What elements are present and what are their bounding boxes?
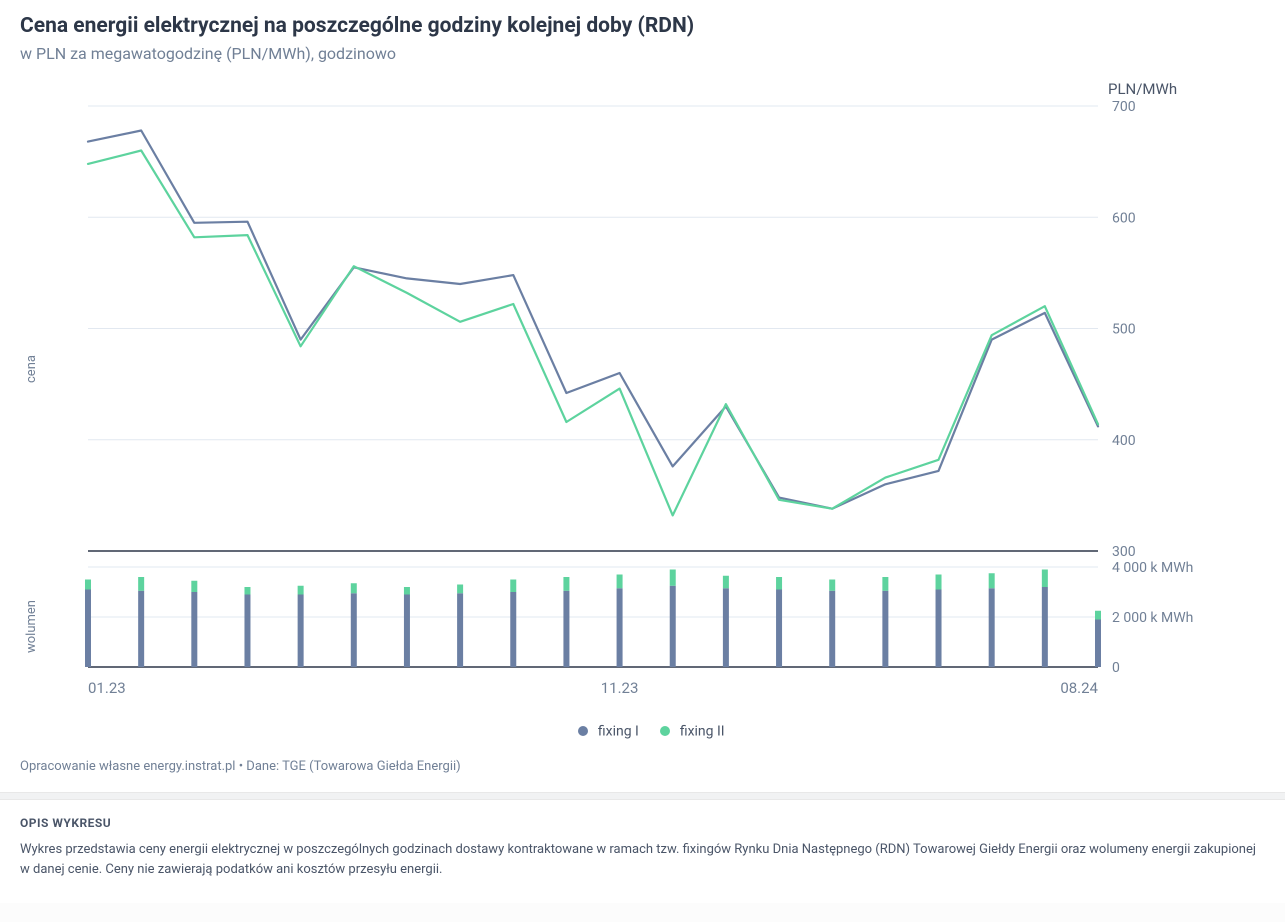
volume-bar-fixing2 xyxy=(936,575,942,590)
price-tick-label: 300 xyxy=(1112,544,1136,560)
volume-bar-fixing2 xyxy=(298,586,304,595)
chart-container: cena wolumen PLN/MWh 300 400 500 600 700 0 2 00… xyxy=(20,73,1265,705)
volume-bar-fixing2 xyxy=(1095,611,1101,620)
volume-bar-fixing2 xyxy=(617,575,623,589)
y-axis-label-price: cena xyxy=(24,355,39,383)
volume-bar-fixing1 xyxy=(829,591,835,667)
x-tick-label: 08.24 xyxy=(1060,679,1098,697)
volume-bar-fixing1 xyxy=(936,590,942,668)
description-block: OPIS WYKRESU Wykres przedstawia ceny ene… xyxy=(20,800,1265,903)
legend-dot-fixing2 xyxy=(660,726,670,736)
volume-bar-fixing2 xyxy=(457,585,463,594)
volume-bar-fixing2 xyxy=(563,577,569,591)
chart-legend: fixing I fixing II xyxy=(20,705,1265,753)
volume-bar-fixing1 xyxy=(244,595,250,668)
volume-bar-fixing2 xyxy=(85,580,91,590)
volume-bar-fixing2 xyxy=(510,580,516,593)
volume-bar-fixing1 xyxy=(1095,620,1101,668)
y-axis-label-volume: wolumen xyxy=(24,600,39,653)
chart-subtitle: w PLN za megawatogodzinę (PLN/MWh), godz… xyxy=(20,44,1265,63)
volume-bar-fixing2 xyxy=(1042,570,1048,588)
volume-bar-fixing1 xyxy=(670,586,676,667)
volume-bar-fixing1 xyxy=(404,595,410,668)
volume-bar-fixing2 xyxy=(882,577,888,591)
volume-bar-fixing1 xyxy=(563,591,569,667)
line-fixing2 xyxy=(88,151,1098,516)
volume-bar-fixing2 xyxy=(989,573,995,588)
volume-bar-fixing1 xyxy=(723,588,729,667)
volume-bar-fixing2 xyxy=(138,577,144,591)
price-tick-label: 400 xyxy=(1112,433,1136,449)
volume-bar-fixing1 xyxy=(1042,587,1048,667)
price-tick-label: 500 xyxy=(1112,322,1136,338)
volume-bar-fixing1 xyxy=(298,595,304,668)
volume-bar-fixing2 xyxy=(244,587,250,595)
volume-tick-label: 4 000 k MWh xyxy=(1112,560,1193,576)
description-body: Wykres przedstawia ceny energii elektryc… xyxy=(20,840,1265,879)
volume-bar-fixing1 xyxy=(510,592,516,667)
volume-bar-fixing1 xyxy=(457,593,463,667)
source-line: Opracowanie własne energy.instrat.pl • D… xyxy=(20,753,1265,792)
chart-svg: PLN/MWh 300 400 500 600 700 0 2 000 k MWh 4 000 … xyxy=(20,73,1265,705)
volume-bar-fixing2 xyxy=(776,577,782,590)
volume-bar-fixing2 xyxy=(404,587,410,595)
legend-dot-fixing1 xyxy=(578,726,588,736)
chart-title: Cena energii elektrycznej na poszczególn… xyxy=(20,14,1265,38)
price-tick-label: 700 xyxy=(1112,99,1136,115)
legend-label-fixing2: fixing II xyxy=(680,723,725,739)
volume-bar-fixing2 xyxy=(351,583,357,593)
y-axis-unit: PLN/MWh xyxy=(1108,80,1177,98)
volume-bar-fixing2 xyxy=(191,581,197,592)
volume-bar-fixing1 xyxy=(882,591,888,667)
x-tick-label: 11.23 xyxy=(601,679,639,697)
description-heading: OPIS WYKRESU xyxy=(20,816,1265,830)
volume-bar-fixing1 xyxy=(989,588,995,667)
volume-bar-fixing1 xyxy=(191,592,197,667)
volume-bar-fixing1 xyxy=(138,591,144,667)
x-tick-label: 01.23 xyxy=(88,679,126,697)
section-separator xyxy=(0,792,1285,800)
volume-tick-label: 2 000 k MWh xyxy=(1112,610,1193,626)
price-tick-label: 600 xyxy=(1112,210,1136,226)
volume-bar-fixing2 xyxy=(723,576,729,589)
volume-bar-fixing2 xyxy=(670,570,676,586)
volume-bar-fixing1 xyxy=(85,590,91,668)
volume-tick-label: 0 xyxy=(1112,660,1120,676)
line-fixing1 xyxy=(88,131,1098,509)
volume-bar-fixing1 xyxy=(776,590,782,668)
volume-bar-fixing2 xyxy=(829,580,835,591)
volume-bar-fixing1 xyxy=(351,593,357,667)
legend-label-fixing1: fixing I xyxy=(598,723,639,739)
volume-bar-fixing1 xyxy=(617,588,623,667)
